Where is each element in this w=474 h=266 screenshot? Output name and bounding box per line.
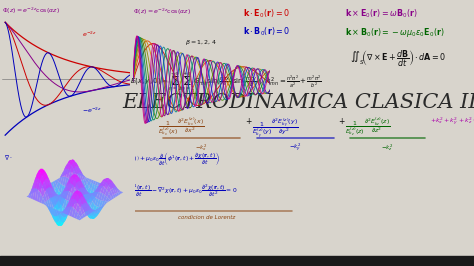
Text: $\mathbf{k}\times\mathbf{E}_0(\mathbf{r})=\omega\mathbf{B}_0(\mathbf{r})$: $\mathbf{k}\times\mathbf{E}_0(\mathbf{r}…	[345, 8, 418, 20]
Text: $=\nabla\cdot\mathbf{A}^1(\mathbf{r},t)+\mu_0\epsilon_0\dfrac{\partial\phi^1(\ma: $=\nabla\cdot\mathbf{A}^1(\mathbf{r},t)+…	[70, 183, 237, 200]
Text: $\dfrac{1}{E_{k_z}^{(z)}(z)}\dfrac{\partial^2 E_{k_z}^{(z)}(z)}{\partial z^2}$: $\dfrac{1}{E_{k_z}^{(z)}(z)}\dfrac{\part…	[345, 116, 391, 138]
Text: $\nabla\cdot\mathbf{A}(\mathbf{r},t)+\mu_0\epsilon_0\dfrac{\partial\phi(\mathbf{: $\nabla\cdot\mathbf{A}(\mathbf{r},t)+\mu…	[4, 150, 220, 167]
Text: $-k_x^2$: $-k_x^2$	[195, 142, 208, 153]
Text: $+$: $+$	[338, 116, 346, 126]
Text: $\mathbf{k}\cdot\mathbf{B}_0(\mathbf{r})=0$: $\mathbf{k}\cdot\mathbf{B}_0(\mathbf{r})…	[243, 26, 291, 39]
Text: $-k_y^2$: $-k_y^2$	[289, 142, 301, 154]
Text: $-e^{-2z}$: $-e^{-2z}$	[82, 106, 102, 115]
Text: $\Phi(z)=e^{-2z}\cos(\alpha z)$: $\Phi(z)=e^{-2z}\cos(\alpha z)$	[133, 7, 191, 17]
Text: $-k_z^2$: $-k_z^2$	[382, 142, 393, 153]
Text: $E(x,y,0)=\sum_{n=1}^{+\infty}\!\sum_{m=1}^{+\infty}G_{mn}\sin\!\left(\frac{n\pi: $E(x,y,0)=\sum_{n=1}^{+\infty}\!\sum_{m=…	[130, 70, 322, 93]
Text: $\mathbf{k}\times\mathbf{B}_0(\mathbf{r})=-\omega\mu_0\epsilon_0\mathbf{E}_0(\ma: $\mathbf{k}\times\mathbf{B}_0(\mathbf{r}…	[345, 26, 445, 39]
Text: $\beta=1,2,4$: $\beta=1,2,4$	[185, 38, 217, 47]
Text: $+$: $+$	[245, 116, 253, 126]
Text: $\iint_S\!\left(\nabla\times\mathbf{E}+\dfrac{d\mathbf{B}}{dt}\right)\!\cdot d\m: $\iint_S\!\left(\nabla\times\mathbf{E}+\…	[350, 48, 446, 69]
Text: $\mathbf{k}\cdot\mathbf{E}_0(\mathbf{r})=0$: $\mathbf{k}\cdot\mathbf{E}_0(\mathbf{r})…	[243, 8, 290, 20]
Text: $\dfrac{1}{E_{k_y}^{(z)}(y)}\dfrac{\partial^2 E_{k_y}^{(z)}(y)}{\partial y^2}$: $\dfrac{1}{E_{k_y}^{(z)}(y)}\dfrac{\part…	[252, 116, 299, 140]
Text: condicion de Lorentz: condicion de Lorentz	[178, 215, 236, 220]
Text: $+k_x^2+k_y^2+k_z^2=0$: $+k_x^2+k_y^2+k_z^2=0$	[430, 116, 474, 128]
Text: $e^{-2z}$: $e^{-2z}$	[82, 30, 97, 39]
Text: $\dfrac{1}{E_{k_x}^{(z)}(x)}\dfrac{\partial^2 E_{k_x}^{(z)}(x)}{\partial x^2}$: $\dfrac{1}{E_{k_x}^{(z)}(x)}\dfrac{\part…	[158, 116, 205, 138]
Text: ELECTRODINAMICA CLASICA II: ELECTRODINAMICA CLASICA II	[123, 93, 474, 112]
Text: $\Phi(z)=e^{-2z}\cos(\alpha z)$: $\Phi(z)=e^{-2z}\cos(\alpha z)$	[2, 5, 60, 16]
